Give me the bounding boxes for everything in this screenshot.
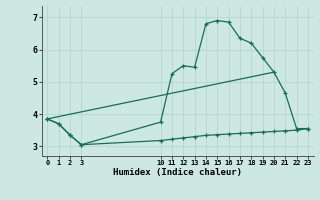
X-axis label: Humidex (Indice chaleur): Humidex (Indice chaleur) xyxy=(113,168,242,177)
